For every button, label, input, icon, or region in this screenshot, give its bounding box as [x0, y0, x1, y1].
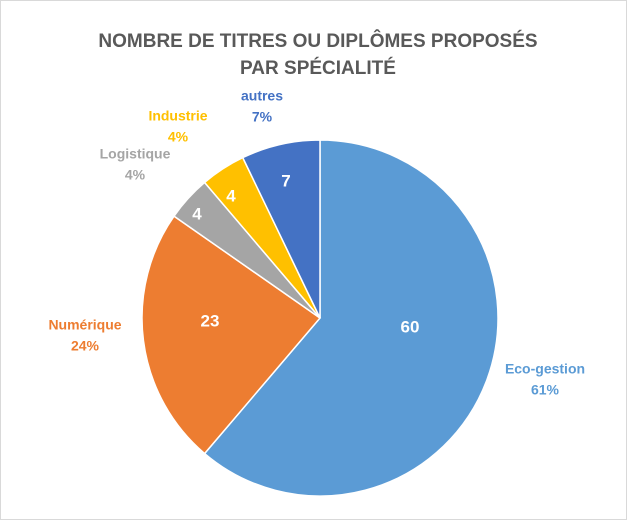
pie-slice	[141, 215, 322, 455]
chart-title: NOMBRE DE TITRES OU DIPLÔMES PROPOSÉS PA…	[98, 31, 538, 79]
percent-label: 61%	[531, 382, 560, 398]
category-label: Industrie	[148, 108, 207, 124]
category-label: autres	[241, 88, 283, 104]
data-label: 23	[201, 311, 220, 330]
category-label: Numérique	[48, 317, 121, 333]
pie-slice	[203, 139, 499, 497]
data-label: 60	[401, 317, 420, 336]
title-box: NOMBRE DE TITRES OU DIPLÔMES PROPOSÉS PA…	[98, 31, 538, 79]
category-label: Eco-gestion	[505, 361, 585, 377]
data-label: 4	[192, 204, 202, 223]
data-label: 7	[281, 171, 290, 190]
percent-label: 7%	[252, 109, 273, 125]
category-label: Logistique	[100, 146, 171, 162]
percent-label: 4%	[125, 167, 146, 183]
percent-label: 4%	[168, 129, 189, 145]
pie-slice	[241, 139, 321, 319]
data-label: 4	[226, 186, 236, 205]
percent-label: 24%	[71, 338, 100, 354]
